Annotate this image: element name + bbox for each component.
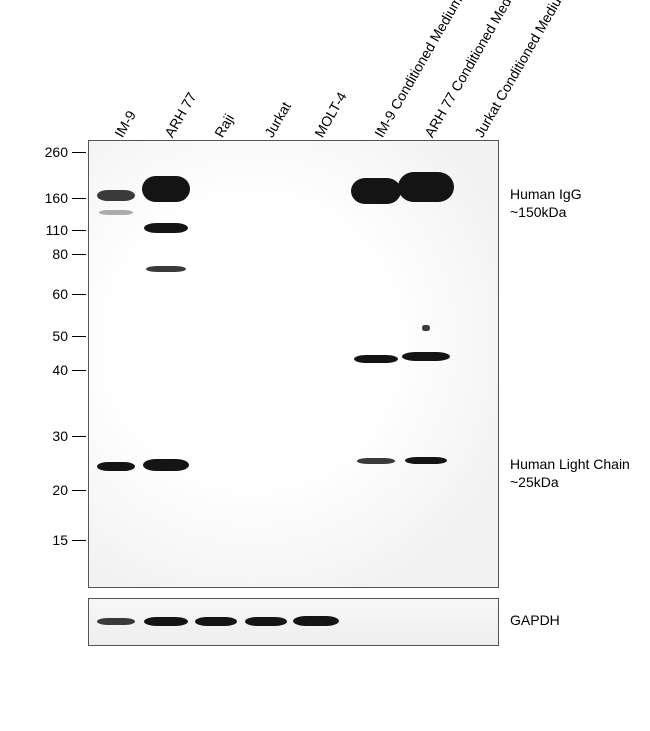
mw-marker: 30 [0,427,86,444]
blot-annotation: Human IgG~150kDa [510,186,582,221]
lane-label: Jurkat [261,99,294,140]
annotation-line: ~150kDa [510,204,582,222]
blot-band [245,617,287,626]
mw-value: 260 [45,144,68,160]
blot-band [402,352,450,361]
blot-band [398,172,454,202]
blot-band [354,355,398,363]
mw-marker: 110 [0,221,86,238]
mw-value: 15 [52,532,68,548]
blot-band [146,266,186,272]
mw-marker: 50 [0,327,86,344]
blot-band [143,459,189,471]
mw-value: 40 [52,362,68,378]
mw-tick [72,230,86,232]
blot-band [195,617,237,626]
blot-annotation: GAPDH [510,612,560,630]
blot-band [97,618,135,625]
mw-marker: 20 [0,481,86,498]
blot-band [142,176,190,202]
mw-value: 110 [46,222,68,238]
lane-label: IM-9 [111,108,139,140]
lane-label: ARH 77 [161,90,199,140]
main-bands-layer [89,141,498,587]
lane-label: MOLT-4 [311,89,350,140]
mw-marker: 260 [0,143,86,160]
mw-tick [72,294,86,296]
lane-label: Raji [211,111,237,140]
mw-marker: 160 [0,189,86,206]
mw-value: 160 [45,190,68,206]
annotation-line: Human Light Chain [510,456,630,474]
blot-band [97,462,135,471]
mw-tick [72,152,86,154]
mw-marker: 15 [0,531,86,548]
blot-band [144,617,188,626]
annotation-line: GAPDH [510,612,560,630]
mw-value: 50 [52,328,68,344]
blot-band [144,223,188,233]
annotation-line: ~25kDa [510,474,630,492]
blot-band [351,178,401,204]
mw-tick [72,436,86,438]
western-blot-figure: IM-9 ARH 77 Raji Jurkat MOLT-4 IM-9 Condition… [0,0,650,731]
mw-value: 30 [52,428,68,444]
mw-value: 20 [52,482,68,498]
blot-band [99,210,133,215]
main-blot-box [88,140,499,588]
mw-marker: 80 [0,245,86,262]
gapdh-blot-box [88,598,499,646]
mw-tick [72,198,86,200]
mw-marker: 60 [0,285,86,302]
annotation-line: Human IgG [510,186,582,204]
blot-band [422,325,430,331]
blot-band [405,457,447,464]
mw-tick [72,254,86,256]
mw-tick [72,370,86,372]
lane-labels-group: IM-9ARH 77RajiJurkatMOLT-4IM-9 Condition… [90,10,510,140]
blot-band [97,190,135,201]
blot-band [357,458,395,464]
mw-tick [72,490,86,492]
mw-tick [72,336,86,338]
blot-band [293,616,339,626]
mw-marker: 40 [0,361,86,378]
mw-tick [72,540,86,542]
gapdh-bands-layer [89,599,498,645]
blot-annotation: Human Light Chain~25kDa [510,456,630,491]
lane-label: IM-9 Conditioned Medium [371,0,465,140]
mw-value: 80 [52,246,68,262]
mw-value: 60 [52,286,68,302]
